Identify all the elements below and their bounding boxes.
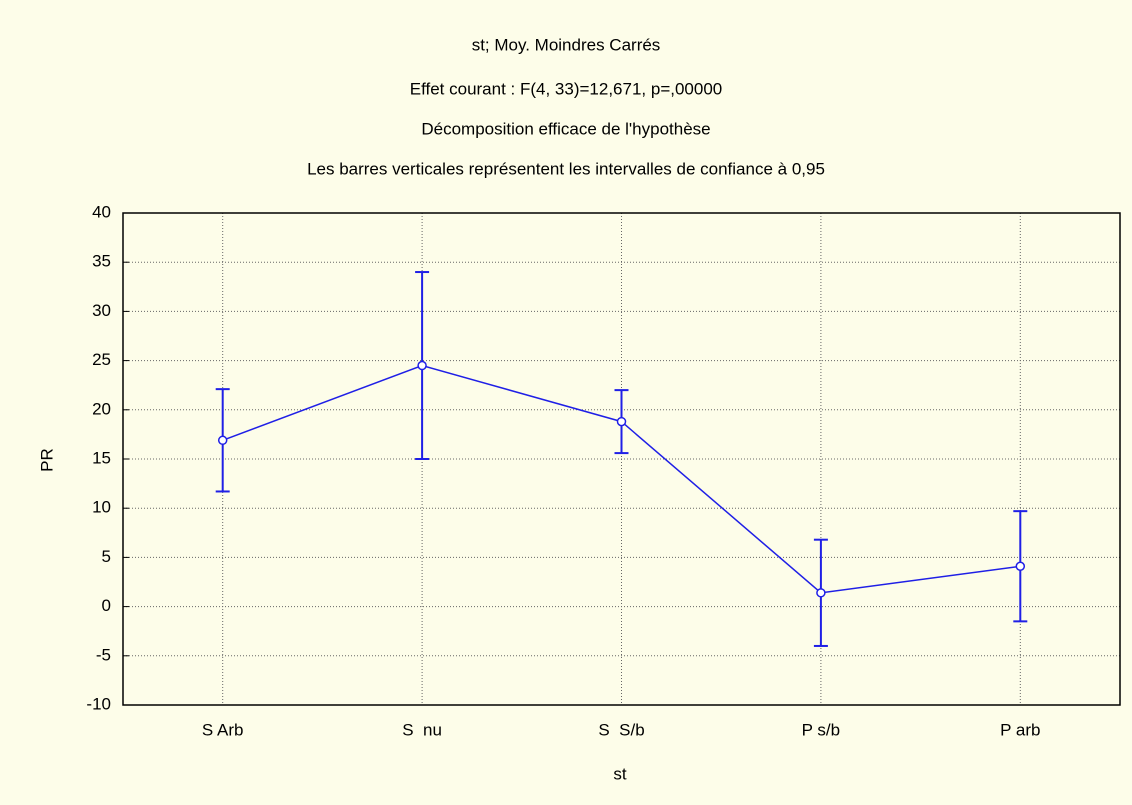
x-tick-label: P s/b <box>802 720 840 739</box>
y-tick-label: 25 <box>92 350 111 369</box>
point <box>816 588 826 598</box>
y-tick-label: 40 <box>92 202 111 221</box>
y-tick-label: 30 <box>92 301 111 320</box>
y-tick-label: 5 <box>102 547 111 566</box>
y-tick-label: 15 <box>92 448 111 467</box>
y-tick-label: -10 <box>86 694 111 713</box>
x-tick-label: S S/b <box>598 720 644 739</box>
y-tick-label: 20 <box>92 399 111 418</box>
y-tick-label: 10 <box>92 498 111 517</box>
point <box>417 360 427 371</box>
plot-frame <box>122 212 1121 706</box>
chart-title: st; Moy. Moindres Carrés <box>472 35 661 54</box>
x-axis-label: st <box>613 764 627 783</box>
y-tick-label: 0 <box>102 596 111 615</box>
y-tick-label: 35 <box>92 252 111 271</box>
point <box>616 416 627 427</box>
chart-subtitle: Décomposition efficace de l'hypothèse <box>421 119 710 138</box>
chart-subtitle: Les barres verticales représentent les i… <box>307 159 825 178</box>
point <box>217 435 228 446</box>
y-tick-label: -5 <box>96 645 111 664</box>
point <box>1015 561 1026 572</box>
y-axis-label: PR <box>37 448 56 472</box>
x-tick-label: S Arb <box>202 720 244 739</box>
x-tick-label: P arb <box>1000 720 1040 739</box>
x-tick-label: S nu <box>402 720 442 739</box>
chart-subtitle: Effet courant : F(4, 33)=12,671, p=,0000… <box>410 79 723 98</box>
